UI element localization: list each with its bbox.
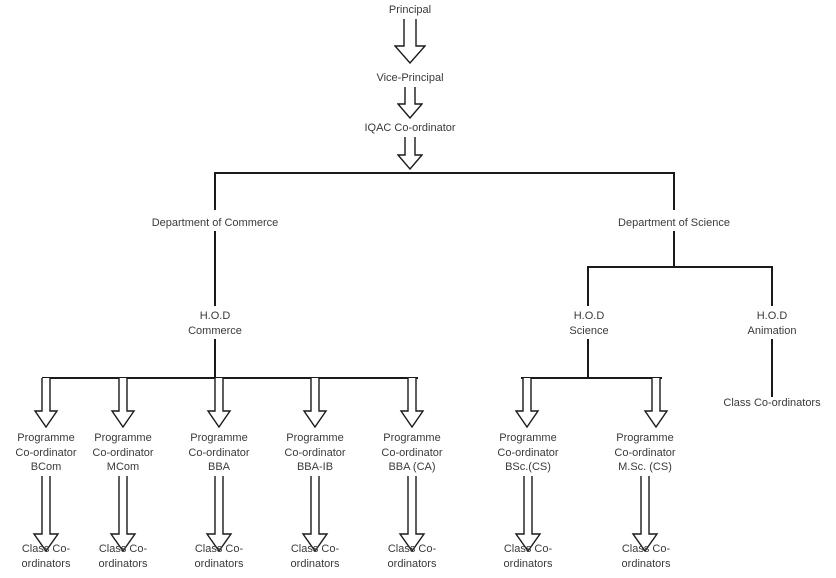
down-arrow-icon bbox=[205, 476, 233, 552]
node-programme-coordinator-bba-ib: Programme Co-ordinator BBA-IB bbox=[284, 432, 346, 473]
node-vice-principal: Vice-Principal bbox=[376, 72, 444, 84]
down-arrow-icon bbox=[514, 378, 540, 428]
node-department-commerce: Department of Commerce bbox=[151, 217, 279, 229]
node-class-coordinators: Class Co- ordinators bbox=[387, 543, 437, 570]
down-arrow-icon bbox=[397, 137, 423, 170]
down-arrow-icon bbox=[110, 378, 136, 428]
down-arrow-icon bbox=[399, 378, 425, 428]
down-arrow-icon bbox=[109, 476, 137, 552]
down-arrow-icon bbox=[301, 476, 329, 552]
node-class-coordinators: Class Co- ordinators bbox=[503, 543, 553, 570]
node-hod-commerce: H.O.D Commerce bbox=[188, 310, 242, 337]
node-programme-coordinator-bba: Programme Co-ordinator BBA bbox=[188, 432, 250, 473]
node-hod-animation: H.O.D Animation bbox=[747, 310, 797, 337]
node-programme-coordinator-bba-ca: Programme Co-ordinator BBA (CA) bbox=[381, 432, 443, 473]
node-class-coordinators: Class Co- ordinators bbox=[290, 543, 340, 570]
branch-bar bbox=[521, 377, 662, 379]
down-arrow-icon bbox=[398, 476, 426, 552]
node-iqac-coordinator: IQAC Co-ordinator bbox=[364, 122, 456, 134]
node-hod-science: H.O.D Science bbox=[569, 310, 609, 337]
node-class-coordinators: Class Co- ordinators bbox=[98, 543, 148, 570]
node-class-coordinators: Class Co- ordinators bbox=[621, 543, 671, 570]
down-arrow-icon bbox=[397, 87, 423, 119]
down-arrow-icon bbox=[33, 378, 59, 428]
node-programme-coordinator-msc-cs: Programme Co-ordinator M.Sc. (CS) bbox=[614, 432, 676, 473]
connector-line bbox=[771, 266, 773, 306]
node-class-coordinators-animation: Class Co-ordinators bbox=[723, 397, 821, 409]
down-arrow-icon bbox=[643, 378, 669, 428]
down-arrow-icon bbox=[302, 378, 328, 428]
down-arrow-icon bbox=[394, 19, 426, 64]
down-arrow-icon bbox=[631, 476, 659, 552]
node-department-science: Department of Science bbox=[618, 217, 730, 229]
connector-line bbox=[214, 172, 675, 174]
node-programme-coordinator-mcom: Programme Co-ordinator MCom bbox=[92, 432, 154, 473]
connector-line bbox=[771, 339, 773, 397]
down-arrow-icon bbox=[32, 476, 60, 552]
branch-bar bbox=[42, 377, 418, 379]
down-arrow-icon bbox=[514, 476, 542, 552]
connector-line bbox=[587, 339, 589, 379]
node-programme-coordinator-bcom: Programme Co-ordinator BCom bbox=[15, 432, 77, 473]
branch-bar bbox=[587, 266, 773, 268]
node-class-coordinators: Class Co- ordinators bbox=[194, 543, 244, 570]
node-class-coordinators: Class Co- ordinators bbox=[21, 543, 71, 570]
connector-line bbox=[673, 172, 675, 210]
connector-line bbox=[214, 172, 216, 210]
connector-line bbox=[673, 231, 675, 268]
node-programme-coordinator-bsc-cs: Programme Co-ordinator BSc.(CS) bbox=[497, 432, 559, 473]
down-arrow-icon bbox=[206, 378, 232, 428]
connector-line bbox=[214, 339, 216, 379]
connector-line bbox=[587, 266, 589, 306]
node-principal: Principal bbox=[388, 4, 432, 16]
connector-line bbox=[214, 231, 216, 306]
